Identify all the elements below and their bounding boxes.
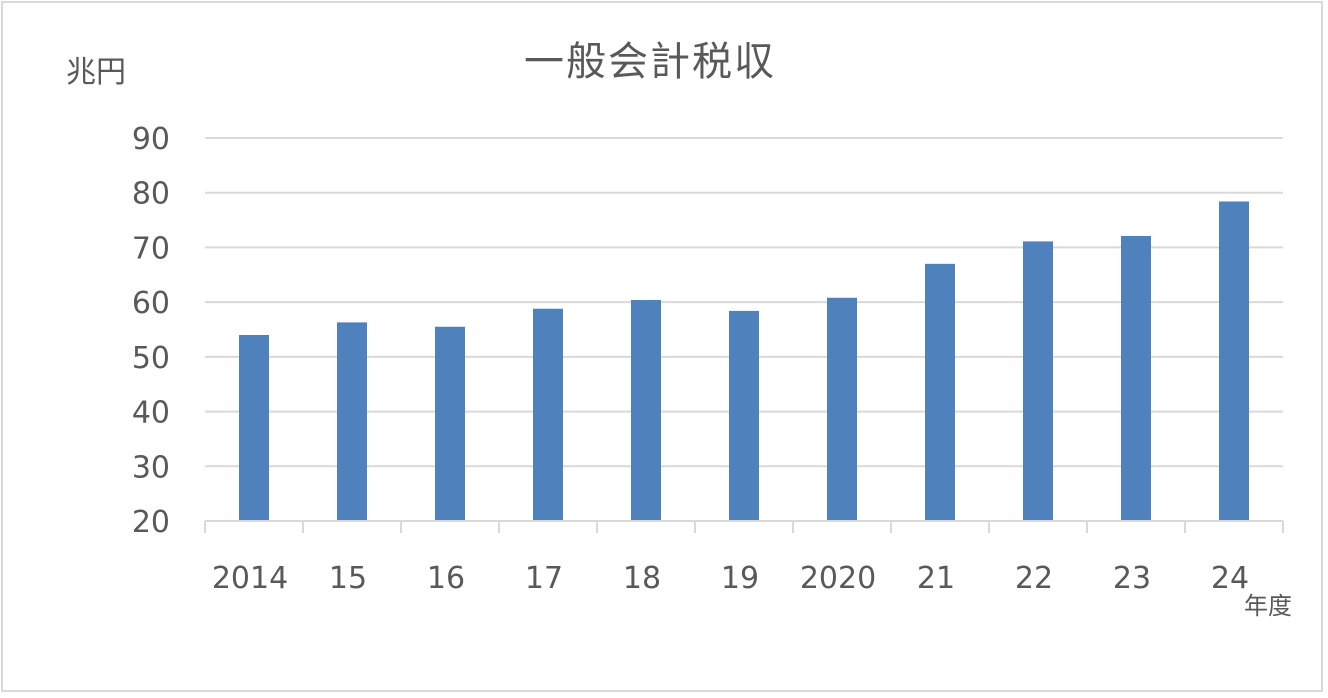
y-axis-ticks: 20 30 40 50 60 70 80 90 [132, 122, 170, 540]
x-tick-label: 16 [427, 561, 465, 596]
x-tick-label: 2014 [212, 561, 288, 596]
x-tick-label: 21 [917, 561, 955, 596]
y-axis-unit-label: 兆円 [66, 55, 126, 90]
x-tick-label: 24 [1211, 561, 1249, 596]
y-tick-label: 20 [132, 505, 170, 540]
y-tick-label: 50 [132, 341, 170, 376]
x-tick-label: 17 [525, 561, 563, 596]
bar-17 [533, 308, 563, 521]
bar-2020 [827, 297, 857, 521]
gridlines [205, 137, 1283, 468]
y-tick-label: 70 [132, 231, 170, 266]
bar-16 [435, 326, 465, 521]
bar-22 [1023, 241, 1053, 521]
x-tick-label: 2020 [800, 561, 876, 596]
y-tick-label: 40 [132, 396, 170, 431]
x-axis-label: 年度 [1244, 592, 1292, 620]
bar-19 [729, 310, 759, 521]
bar-21 [925, 263, 955, 521]
bar-24 [1219, 201, 1249, 521]
x-axis [204, 520, 1284, 533]
x-tick-label: 18 [623, 561, 661, 596]
y-tick-label: 80 [132, 177, 170, 212]
bar-23 [1121, 235, 1151, 521]
x-tick-label: 22 [1015, 561, 1053, 596]
y-tick-label: 60 [132, 286, 170, 321]
y-tick-label: 90 [132, 122, 170, 157]
x-tick-label: 15 [329, 561, 367, 596]
x-tick-label: 23 [1113, 561, 1151, 596]
bar-2014 [239, 334, 269, 521]
x-tick-label: 19 [721, 561, 759, 596]
bar-18 [631, 299, 661, 521]
x-axis-ticks: 2014 15 16 17 18 19 2020 21 22 23 24 [212, 561, 1249, 596]
chart-title: 一般会計税収 [524, 39, 776, 85]
bar-15 [337, 322, 367, 521]
y-tick-label: 30 [132, 450, 170, 485]
bars [239, 201, 1249, 521]
